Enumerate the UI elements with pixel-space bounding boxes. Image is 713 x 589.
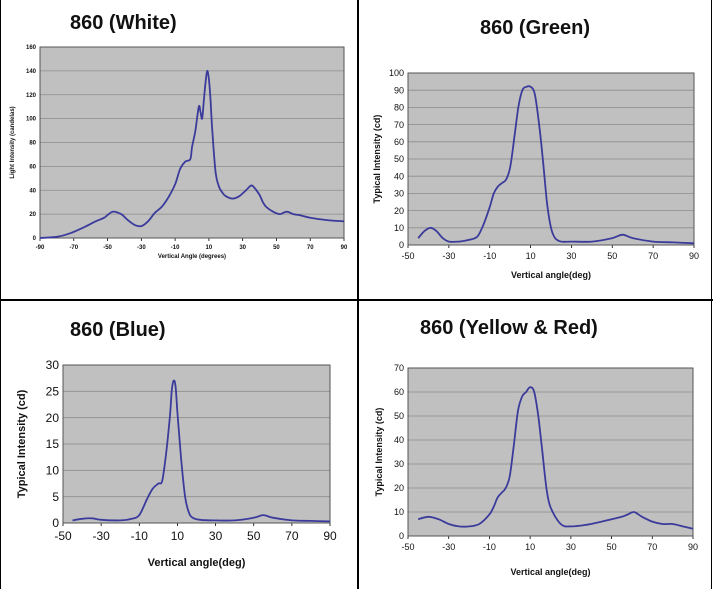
y-tick-label: 40 bbox=[394, 435, 404, 445]
y-tick-label: 70 bbox=[394, 120, 404, 130]
chart-title-blue: 860 (Blue) bbox=[70, 319, 166, 341]
x-tick-label: 30 bbox=[239, 245, 246, 251]
chart-1: 0 10 20 30 40 50 60 70 80 90 100 -50 -30 -10 10 30 50 70 9… bbox=[372, 68, 699, 280]
y-tick-label: 30 bbox=[46, 358, 60, 372]
y-tick-label: 100 bbox=[389, 68, 404, 78]
series-line bbox=[39, 69, 345, 239]
y-tick-label: 10 bbox=[394, 223, 404, 233]
chart-title-yellow-red: 860 (Yellow & Red) bbox=[420, 317, 598, 339]
y-tick-label: 100 bbox=[26, 117, 37, 123]
y-tick-label: 50 bbox=[394, 154, 404, 164]
plot-area bbox=[408, 368, 693, 536]
x-tick-label: 10 bbox=[171, 529, 185, 543]
x-tick-label: 50 bbox=[247, 529, 261, 543]
plot-frame bbox=[407, 72, 695, 246]
y-axis-label: Light Intensity (candelas) bbox=[10, 106, 16, 178]
x-axis-label: Vertical angle(deg) bbox=[511, 270, 591, 280]
x-tick-label: 90 bbox=[688, 542, 698, 552]
x-tick-label: -70 bbox=[69, 245, 78, 251]
y-tick-label: 25 bbox=[46, 385, 60, 399]
y-axis-label: Typical Intensity (cd) bbox=[374, 408, 384, 497]
x-tick-label: 50 bbox=[607, 251, 617, 261]
x-axis-label: Vertical angle(deg) bbox=[510, 567, 590, 577]
x-tick-label: 10 bbox=[526, 251, 536, 261]
x-axis-label: Vertical Angle (degrees) bbox=[158, 254, 226, 260]
chart-title-green: 860 (Green) bbox=[480, 17, 591, 39]
y-tick-label: 30 bbox=[394, 189, 404, 199]
x-tick-label: -30 bbox=[442, 542, 455, 552]
y-tick-label: 80 bbox=[394, 103, 404, 113]
y-tick-label: 60 bbox=[29, 164, 36, 170]
x-tick-label: 70 bbox=[285, 529, 299, 543]
y-tick-label: 10 bbox=[46, 464, 60, 478]
x-tick-label: -30 bbox=[92, 529, 110, 543]
y-tick-label: 90 bbox=[394, 85, 404, 95]
chart-0: 0 20 40 60 80 100 120 140 160 -90 -70 -50 -30 -10 10 30… bbox=[10, 45, 348, 260]
y-tick-label: 10 bbox=[394, 507, 404, 517]
x-tick-label: -50 bbox=[401, 542, 414, 552]
x-tick-label: -50 bbox=[103, 245, 112, 251]
frame-line-center-horizontal bbox=[0, 299, 713, 301]
chart-2: 0 5 10 15 20 25 30 -50 -30 -10 10 30 50 70 90 Vertical … bbox=[16, 358, 337, 569]
y-tick-label: 20 bbox=[29, 212, 36, 218]
x-tick-label: 10 bbox=[525, 542, 535, 552]
x-tick-label: -30 bbox=[442, 251, 455, 261]
y-tick-label: 60 bbox=[394, 387, 404, 397]
y-tick-label: 20 bbox=[46, 411, 60, 425]
y-tick-label: 5 bbox=[52, 490, 59, 504]
y-tick-label: 0 bbox=[399, 531, 404, 541]
frame-line-left bbox=[0, 0, 1, 589]
x-tick-label: 90 bbox=[341, 245, 348, 251]
chart-3: 0 10 20 30 40 50 60 70 -50 -30 -10 10 30 50 70 90 Vertic… bbox=[374, 363, 698, 577]
y-tick-label: 140 bbox=[26, 69, 37, 75]
x-tick-label: 30 bbox=[566, 542, 576, 552]
x-tick-label: -50 bbox=[54, 529, 72, 543]
plot-frame bbox=[62, 364, 331, 524]
frame-line-center-vertical bbox=[357, 0, 359, 589]
series-line bbox=[72, 379, 331, 523]
y-tick-label: 15 bbox=[46, 437, 60, 451]
x-tick-label: 50 bbox=[273, 245, 280, 251]
series-line bbox=[417, 85, 695, 245]
x-tick-label: 30 bbox=[209, 529, 223, 543]
y-tick-label: 20 bbox=[394, 206, 404, 216]
y-tick-label: 0 bbox=[52, 516, 59, 530]
x-tick-label: 10 bbox=[206, 245, 213, 251]
y-tick-label: 30 bbox=[394, 459, 404, 469]
y-axis-label: Typical Intensity (cd) bbox=[372, 115, 382, 204]
y-tick-label: 0 bbox=[399, 240, 404, 250]
y-tick-label: 70 bbox=[394, 363, 404, 373]
y-tick-label: 20 bbox=[394, 483, 404, 493]
y-tick-label: 50 bbox=[394, 411, 404, 421]
y-tick-label: 120 bbox=[26, 93, 37, 99]
y-tick-label: 40 bbox=[394, 171, 404, 181]
x-tick-label: 70 bbox=[307, 245, 314, 251]
y-tick-label: 160 bbox=[26, 45, 37, 51]
x-tick-label: 70 bbox=[648, 251, 658, 261]
x-tick-label: -30 bbox=[137, 245, 146, 251]
chart-title-white: 860 (White) bbox=[70, 12, 177, 34]
x-tick-label: 90 bbox=[323, 529, 337, 543]
x-tick-label: -10 bbox=[483, 542, 496, 552]
x-tick-label: -10 bbox=[131, 529, 149, 543]
y-tick-label: 80 bbox=[29, 141, 36, 147]
x-tick-label: -10 bbox=[171, 245, 180, 251]
x-tick-label: -90 bbox=[36, 245, 45, 251]
y-tick-label: 40 bbox=[29, 188, 36, 194]
y-axis-label: Typical Intensity (cd) bbox=[16, 389, 28, 498]
x-tick-label: -10 bbox=[483, 251, 496, 261]
x-tick-label: 70 bbox=[647, 542, 657, 552]
plot-frame bbox=[39, 46, 345, 239]
frame-line-right bbox=[711, 0, 712, 589]
x-tick-label: -50 bbox=[401, 251, 414, 261]
y-tick-label: 0 bbox=[33, 236, 37, 242]
x-tick-label: 50 bbox=[607, 542, 617, 552]
plot-frame bbox=[407, 367, 694, 537]
y-tick-label: 60 bbox=[394, 137, 404, 147]
x-tick-label: 90 bbox=[689, 251, 699, 261]
x-axis-label: Vertical angle(deg) bbox=[148, 557, 246, 569]
series-line bbox=[417, 386, 694, 530]
x-tick-label: 30 bbox=[566, 251, 576, 261]
